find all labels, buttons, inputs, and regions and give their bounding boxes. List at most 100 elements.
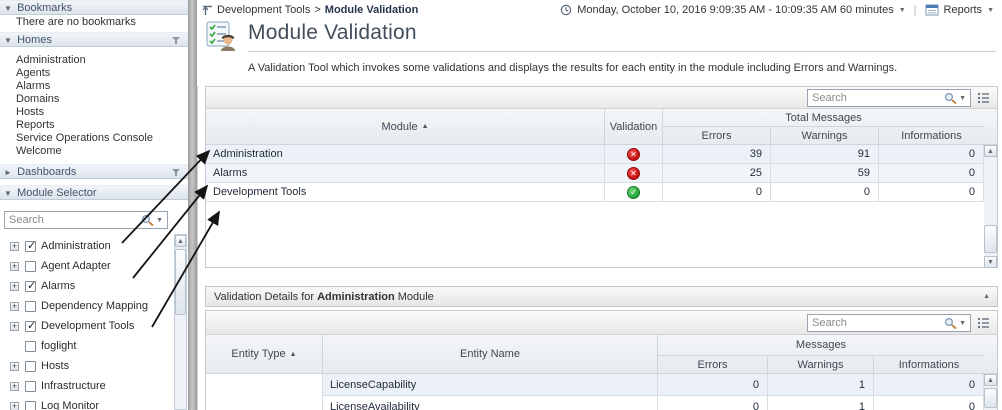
scroll-down-icon[interactable]: ▼: [984, 256, 997, 268]
search-options-dropdown-icon[interactable]: ▼: [959, 94, 966, 102]
home-item-alarms[interactable]: Alarms: [16, 80, 51, 92]
checkbox-foglight[interactable]: [25, 340, 36, 352]
expand-icon[interactable]: +: [10, 380, 19, 391]
tree-label[interactable]: Development Tools: [41, 320, 135, 332]
details-table-scrollbar[interactable]: ▲: [984, 374, 997, 410]
tree-label[interactable]: Alarms: [41, 280, 76, 292]
home-item-domains[interactable]: Domains: [16, 93, 60, 105]
reports-menu[interactable]: Reports: [943, 4, 983, 16]
expand-icon[interactable]: +: [10, 240, 19, 251]
up-level-icon[interactable]: [202, 5, 213, 16]
scrollbar-thumb[interactable]: [175, 249, 186, 315]
validation-cell: ✕: [605, 145, 663, 164]
checkbox-alarms[interactable]: ✓: [25, 280, 36, 292]
homes-label: Homes: [17, 34, 52, 46]
tree-label[interactable]: Dependency Mapping: [41, 300, 149, 312]
checkbox-dependency-mapping[interactable]: [25, 300, 36, 312]
errors-cell: 39: [663, 145, 771, 164]
module-search-input[interactable]: [5, 213, 142, 227]
bookmarks-empty-text: There are no bookmarks: [16, 16, 136, 28]
time-range-dropdown-icon[interactable]: ▼: [898, 6, 906, 14]
informations-cell: 0: [879, 145, 984, 164]
expand-icon[interactable]: +: [10, 300, 19, 311]
warnings-cell: 1: [768, 396, 874, 410]
expand-icon[interactable]: +: [10, 400, 19, 410]
breadcrumb-parent[interactable]: Development Tools: [217, 4, 311, 16]
tree-label[interactable]: Hosts: [41, 360, 70, 372]
column-label: Warnings: [797, 358, 844, 371]
checkbox-administration[interactable]: ✓: [25, 240, 36, 252]
column-header-entity-name[interactable]: Entity Name: [323, 335, 658, 374]
tree-label[interactable]: Log Monitor: [41, 400, 100, 410]
scroll-up-icon[interactable]: ▲: [984, 374, 997, 386]
expand-icon[interactable]: +: [10, 360, 19, 371]
sidebar-splitter[interactable]: [188, 0, 197, 410]
collapse-icon[interactable]: ▲: [983, 293, 990, 300]
table-customizer-icon[interactable]: [977, 317, 990, 329]
search-options-dropdown-icon[interactable]: ▼: [156, 216, 163, 224]
home-item-service-operations-console[interactable]: Service Operations Console: [16, 132, 153, 144]
checkbox-development-tools[interactable]: ✓: [25, 320, 36, 332]
tree-label[interactable]: Infrastructure: [41, 380, 106, 392]
column-header-informations[interactable]: Informations: [874, 356, 984, 374]
table-row-administration[interactable]: Administration ✕ 39 91 0: [206, 145, 997, 164]
search-options-dropdown-icon[interactable]: ▼: [959, 319, 966, 327]
reports-dropdown-icon[interactable]: ▼: [987, 6, 994, 14]
home-item-agents[interactable]: Agents: [16, 67, 51, 79]
home-item-welcome[interactable]: Welcome: [16, 145, 62, 157]
table-row-development-tools[interactable]: Development Tools ✓ 0 0 0: [206, 183, 997, 202]
module-validation-icon: [206, 21, 235, 51]
column-header-validation[interactable]: Validation: [605, 109, 663, 145]
tree-scrollbar[interactable]: ▲: [174, 234, 187, 410]
modules-table-scrollbar[interactable]: ▲ ▼: [984, 145, 997, 268]
sidebar-section-homes[interactable]: ▼ Homes: [0, 32, 188, 47]
page-title: Module Validation: [248, 21, 417, 44]
validation-details-header[interactable]: Validation Details for Administration Mo…: [205, 286, 998, 307]
tree-label[interactable]: foglight: [41, 340, 77, 352]
column-header-errors[interactable]: Errors: [663, 127, 771, 145]
column-header-module[interactable]: Module ▲: [206, 109, 605, 145]
filter-icon[interactable]: [172, 37, 181, 45]
content-left-border: [197, 86, 198, 410]
breadcrumb: Development Tools > Module Validation: [202, 4, 418, 16]
tree-label[interactable]: Administration: [41, 240, 111, 252]
scroll-up-icon[interactable]: ▲: [984, 145, 997, 157]
search-icon[interactable]: [141, 214, 154, 226]
checkbox-hosts[interactable]: [25, 360, 36, 372]
home-item-hosts[interactable]: Hosts: [16, 106, 45, 118]
scroll-up-icon[interactable]: ▲: [175, 235, 186, 247]
table-row-licenseavailability[interactable]: LicenseAvailability 0 1 0: [206, 396, 997, 410]
table-row-licensecapability[interactable]: LicenseCapability 0 1 0: [206, 374, 997, 396]
modules-search-input[interactable]: [808, 91, 945, 105]
column-header-warnings[interactable]: Warnings: [768, 356, 874, 374]
filter-icon[interactable]: [172, 169, 181, 177]
column-group-total-messages: Total Messages Errors Warnings Informati…: [663, 109, 984, 145]
scrollbar-thumb[interactable]: [984, 388, 997, 408]
table-customizer-icon[interactable]: [977, 92, 990, 104]
time-range-label[interactable]: Monday, October 10, 2016 9:09:35 AM - 10…: [577, 4, 894, 16]
column-header-informations[interactable]: Informations: [879, 127, 984, 145]
sidebar-section-bookmarks[interactable]: ▼ Bookmarks: [0, 0, 188, 15]
column-header-entity-type[interactable]: Entity Type ▲: [206, 335, 323, 374]
table-row-alarms[interactable]: Alarms ✕ 25 59 0: [206, 164, 997, 183]
informations-cell: 0: [879, 164, 984, 183]
expand-icon[interactable]: +: [10, 260, 19, 271]
sidebar-section-dashboards[interactable]: ► Dashboards: [0, 164, 188, 179]
sidebar-section-module-selector[interactable]: ▼ Module Selector: [0, 185, 188, 200]
home-item-reports[interactable]: Reports: [16, 119, 55, 131]
breadcrumb-separator: >: [314, 4, 321, 16]
scrollbar-thumb[interactable]: [984, 225, 997, 253]
column-header-warnings[interactable]: Warnings: [771, 127, 879, 145]
checkbox-agent-adapter[interactable]: [25, 260, 36, 272]
expand-icon[interactable]: +: [10, 320, 19, 331]
search-icon[interactable]: [944, 92, 957, 104]
tree-label[interactable]: Agent Adapter: [41, 260, 111, 272]
column-header-errors[interactable]: Errors: [658, 356, 768, 374]
search-icon[interactable]: [944, 317, 957, 329]
checkbox-infrastructure[interactable]: [25, 380, 36, 392]
details-table-header: Entity Type ▲ Entity Name Messages Error…: [206, 335, 997, 374]
home-item-administration[interactable]: Administration: [16, 54, 86, 66]
expand-icon[interactable]: +: [10, 280, 19, 291]
details-search-input[interactable]: [808, 316, 945, 330]
checkbox-log-monitor[interactable]: [25, 400, 36, 410]
